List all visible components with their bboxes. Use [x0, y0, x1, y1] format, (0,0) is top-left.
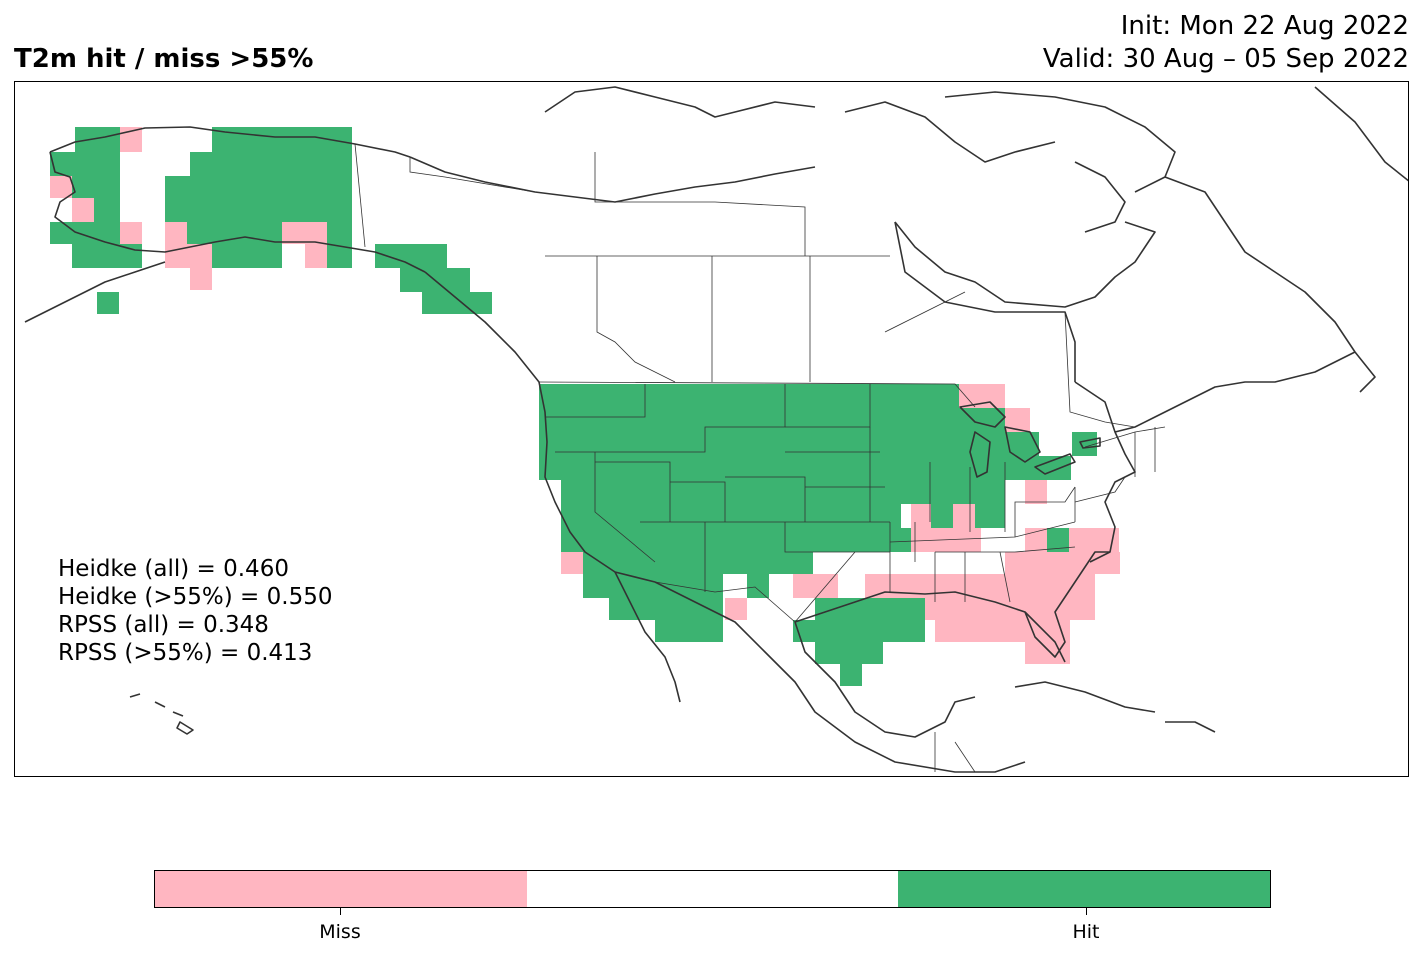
skill-scores: Heidke (all) = 0.460 Heidke (>55%) = 0.5… — [58, 555, 332, 667]
heidke-all: Heidke (all) = 0.460 — [58, 556, 289, 582]
miss-cell — [165, 222, 187, 244]
hit-cell — [815, 642, 883, 664]
hit-cell — [561, 480, 1005, 504]
miss-cell — [72, 198, 94, 222]
miss-cell — [187, 244, 212, 268]
date-info: Init: Mon 22 Aug 2022 Valid: 30 Aug – 05… — [1043, 10, 1409, 76]
miss-cell — [1025, 480, 1047, 504]
miss-cell — [951, 528, 981, 552]
hit-cell — [50, 222, 120, 244]
miss-cell — [120, 127, 142, 152]
valid-date: Valid: 30 Aug – 05 Sep 2022 — [1042, 44, 1409, 74]
hit-cell — [609, 598, 723, 620]
colorbar-tick-hit — [1086, 908, 1087, 915]
hit-cell — [212, 244, 282, 268]
colorbar-tick-miss — [340, 908, 341, 915]
miss-cell — [165, 244, 187, 268]
colorbar — [154, 870, 1271, 908]
hit-cell — [327, 222, 352, 244]
miss-cell — [1025, 642, 1070, 664]
miss-cell — [925, 598, 1095, 620]
hit-cell — [539, 408, 959, 432]
map-title: T2m hit / miss >55% — [14, 44, 314, 74]
hit-cell — [583, 574, 723, 598]
hit-cell — [50, 152, 120, 176]
colorbar-label-miss: Miss — [319, 921, 361, 943]
miss-cell — [865, 574, 1095, 598]
hit-cell — [655, 620, 723, 642]
coastlines — [24, 86, 1408, 773]
hit-cell — [561, 528, 911, 552]
hit-cell — [94, 198, 120, 222]
political-borders — [354, 143, 1166, 773]
miss-cell — [561, 552, 583, 574]
hit-cell — [747, 574, 769, 598]
colorbar-label-hit: Hit — [1072, 921, 1100, 943]
miss-cell — [793, 574, 838, 598]
rpss-55: RPSS (>55%) = 0.413 — [58, 640, 313, 666]
hit-cell — [840, 664, 862, 686]
miss-cell — [282, 222, 327, 244]
hit-cell — [975, 504, 1005, 528]
hit-cell — [793, 552, 813, 574]
miss-cell — [190, 268, 212, 290]
hit-cell — [815, 598, 925, 620]
miss-cell — [725, 598, 747, 620]
hit-cell — [561, 504, 901, 528]
hit-cell — [72, 244, 142, 268]
hit-cell — [539, 456, 1049, 480]
hit-cell — [165, 176, 352, 198]
hit-cell — [583, 552, 793, 574]
miss-cell — [911, 504, 931, 528]
miss-cell — [953, 504, 975, 528]
hit-cell — [539, 384, 959, 408]
hit-cell — [165, 198, 352, 222]
rpss-all: RPSS (all) = 0.348 — [58, 612, 269, 638]
heidke-55: Heidke (>55%) = 0.550 — [58, 584, 333, 610]
north-america-map — [24, 86, 1408, 773]
miss-cell — [305, 244, 327, 268]
init-date: Init: Mon 22 Aug 2022 — [1120, 11, 1409, 41]
hit-cell — [931, 504, 953, 528]
hit-cell — [959, 408, 1005, 432]
miss-cell — [120, 222, 142, 244]
colorbar-miss-segment — [155, 871, 527, 907]
colorbar-hit-segment — [898, 871, 1271, 907]
hit-cell — [75, 127, 120, 152]
hit-cell — [422, 292, 492, 314]
miss-cell — [50, 176, 72, 198]
map-panel — [14, 81, 1409, 777]
hit-cell — [793, 620, 925, 642]
colorbar-neutral-segment — [526, 871, 899, 907]
miss-cell — [1025, 528, 1047, 552]
hit-cell — [72, 176, 120, 198]
hit-cell — [1047, 528, 1069, 552]
hit-cell — [190, 152, 352, 176]
hit-cell — [97, 292, 119, 314]
hit-cell — [1072, 432, 1097, 456]
miss-cell — [935, 620, 1025, 642]
